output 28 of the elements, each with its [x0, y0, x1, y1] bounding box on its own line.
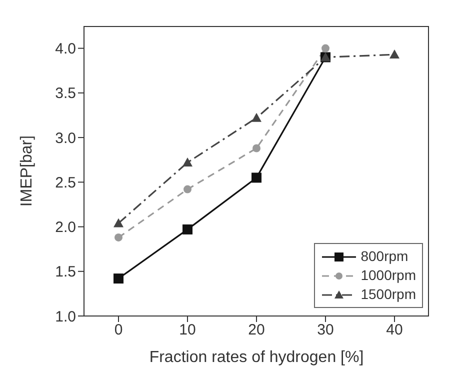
y-axis-title: IMEP[bar] — [18, 135, 36, 207]
point — [182, 158, 192, 167]
y-tick-label: 3.0 — [55, 130, 76, 147]
point — [114, 218, 124, 228]
point — [114, 274, 124, 284]
point — [390, 50, 400, 59]
y-tick-label: 1.0 — [55, 308, 76, 326]
x-tick-label: 30 — [317, 322, 334, 339]
point — [114, 233, 122, 242]
legend-label: 1500rpm — [360, 285, 416, 304]
y-tick-label: 2.0 — [55, 219, 76, 236]
x-axis-title: Fraction rates of hydrogen [%] — [149, 349, 364, 366]
legend-label: 800rpm — [360, 247, 408, 266]
point — [252, 144, 260, 152]
point — [182, 224, 192, 234]
x-tick-label: 0 — [114, 322, 123, 339]
point — [252, 172, 262, 183]
y-tick-label: 2.5 — [55, 174, 76, 192]
point — [252, 112, 262, 122]
point — [322, 44, 330, 52]
point — [184, 185, 192, 194]
y-tick-label: 4.0 — [55, 40, 76, 58]
x-tick-label: 10 — [179, 322, 196, 339]
y-tick-label: 3.5 — [55, 85, 76, 102]
x-tick-label: 40 — [386, 322, 403, 339]
legend-label: 1000rpm — [360, 266, 416, 285]
x-tick-label: 20 — [248, 322, 265, 339]
y-tick-label: 1.5 — [55, 264, 76, 281]
